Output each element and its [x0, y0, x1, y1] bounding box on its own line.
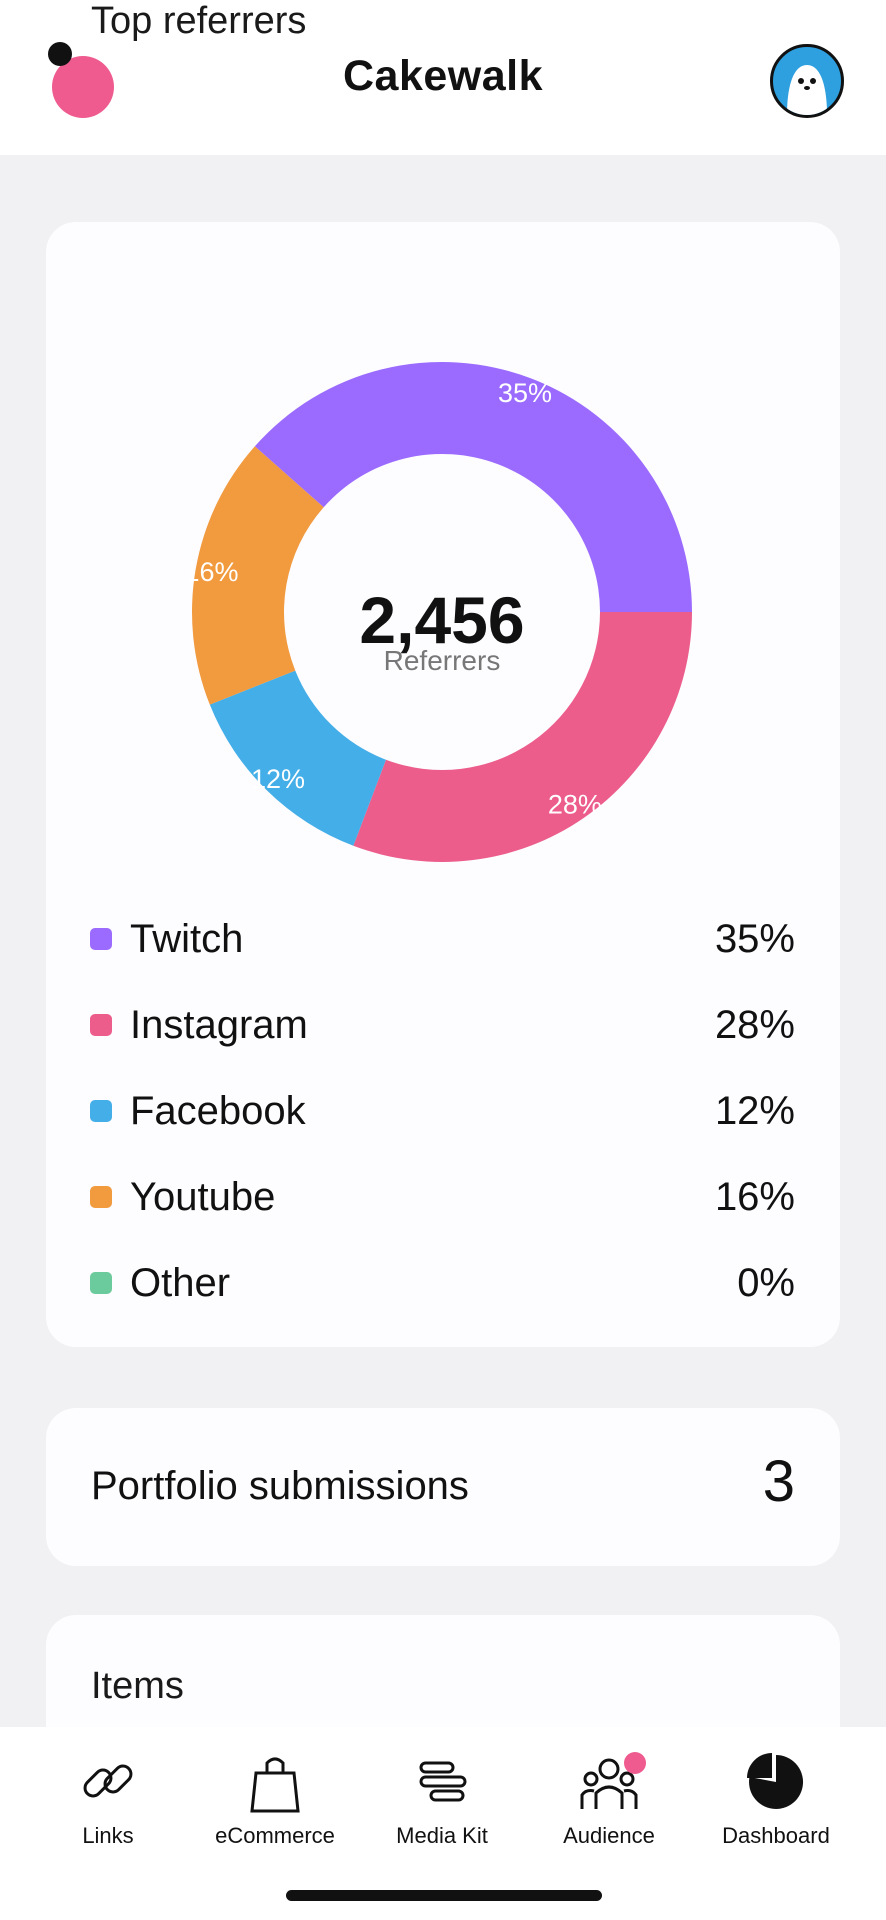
bottom-nav: Links eCommerce Media Kit [0, 1727, 886, 1920]
legend-name: Twitch [130, 917, 244, 961]
nav-item-ecommerce[interactable]: eCommerce [190, 1747, 360, 1849]
nav-label: Media Kit [396, 1823, 488, 1848]
nav-item-audience[interactable]: Audience [524, 1747, 694, 1849]
items-title: Items [91, 1665, 184, 1707]
legend-percent: 16% [714, 1175, 795, 1219]
nav-label: eCommerce [215, 1823, 335, 1848]
audience-icon [580, 1758, 638, 1809]
legend-row-facebook[interactable]: Facebook 12% [90, 1082, 795, 1168]
logo-black-dot [48, 42, 72, 66]
portfolio-submissions-count: 3 [762, 1449, 795, 1514]
nav-label: Links [82, 1823, 134, 1848]
avatar[interactable] [770, 44, 844, 118]
audience-notification-dot [624, 1752, 646, 1774]
top-referrers-title: Top referrers [91, 0, 307, 42]
nav-label: Dashboard [722, 1823, 830, 1848]
nav-label: Audience [563, 1823, 655, 1848]
referrers-donut-chart: 28% 12% 16% 35% 2,456 Referrers [184, 360, 694, 864]
donut-label-instagram: 28% [548, 790, 602, 820]
app-title: Cakewalk [342, 52, 544, 100]
donut-svg: 28% 12% 16% 35% [184, 362, 692, 862]
legend-percent: 12% [714, 1089, 795, 1133]
donut-slice-facebook[interactable] [209, 670, 386, 846]
app-header: Cakewalk [0, 0, 886, 155]
legend-row-youtube[interactable]: Youtube 16% [90, 1168, 795, 1254]
donut-total-label: Referrers [383, 645, 501, 676]
donut-slice-youtube[interactable] [192, 446, 324, 705]
donut-label-youtube: 16% [190, 557, 239, 587]
legend-percent: 35% [714, 917, 795, 961]
legend-swatch [90, 1014, 112, 1036]
logo-pink-dot [52, 56, 114, 118]
donut-slice-twitch[interactable] [254, 362, 692, 612]
legend-name: Other [130, 1261, 231, 1305]
legend-swatch [90, 1186, 112, 1208]
home-indicator [286, 1890, 602, 1901]
portfolio-submissions-card[interactable]: Portfolio submissions 3 [46, 1408, 840, 1566]
legend-swatch [90, 928, 112, 950]
legend-name: Facebook [130, 1089, 306, 1133]
shopping-bag-icon [250, 1757, 300, 1813]
legend-percent: 28% [714, 1003, 795, 1047]
app-logo[interactable] [48, 42, 118, 118]
donut-label-twitch: 35% [498, 378, 552, 408]
referrers-legend: Twitch 35% Instagram 28% Facebook 12% Yo… [90, 910, 795, 1340]
donut-slice-instagram[interactable] [353, 612, 692, 862]
pie-chart-icon [747, 1753, 804, 1809]
legend-swatch [90, 1100, 112, 1122]
legend-swatch [90, 1272, 112, 1294]
nav-item-dashboard[interactable]: Dashboard [691, 1747, 861, 1849]
legend-row-other[interactable]: Other 0% [90, 1254, 795, 1340]
legend-percent: 0% [737, 1261, 795, 1305]
nav-item-media-kit[interactable]: Media Kit [357, 1747, 527, 1849]
donut-label-facebook: 12% [251, 764, 305, 794]
legend-row-twitch[interactable]: Twitch 35% [90, 910, 795, 996]
legend-name: Instagram [130, 1003, 308, 1047]
media-kit-icon [419, 1761, 467, 1802]
portfolio-submissions-label: Portfolio submissions [91, 1464, 469, 1508]
nav-item-links[interactable]: Links [23, 1747, 193, 1849]
link-icon [83, 1764, 133, 1798]
legend-row-instagram[interactable]: Instagram 28% [90, 996, 795, 1082]
donut-total-value: 2,456 [359, 583, 525, 657]
legend-name: Youtube [130, 1175, 276, 1219]
